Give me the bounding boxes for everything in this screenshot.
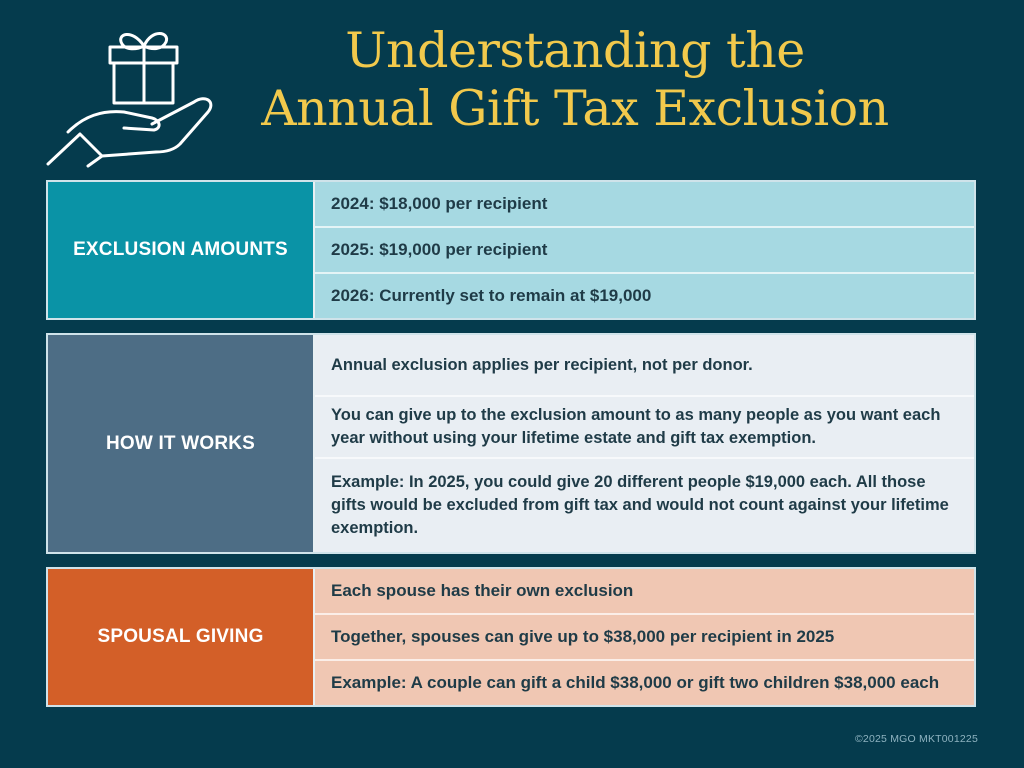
table-row: Each spouse has their own exclusion <box>331 581 634 600</box>
how-it-works-section: HOW IT WORKS Annual exclusion applies pe… <box>46 333 976 554</box>
table-row: You can give up to the exclusion amount … <box>315 395 974 457</box>
table-row: 2026: Currently set to remain at $19,000 <box>315 272 974 318</box>
spousal-giving-section: SPOUSAL GIVING Each spouse has their own… <box>46 567 976 707</box>
table-row: 2025: $19,000 per recipient <box>315 226 974 272</box>
title-line-1: Understanding the <box>345 22 805 79</box>
title-line-2: Annual Gift Tax Exclusion <box>261 80 889 137</box>
section-label: HOW IT WORKS <box>48 335 315 552</box>
exclusion-amounts-section: EXCLUSION AMOUNTS 2024: $18,000 per reci… <box>46 180 976 320</box>
section-rows: Each spouse has their own exclusion Toge… <box>315 569 974 705</box>
copyright-footer: ©2025 MGO MKT001225 <box>854 733 978 745</box>
table-row: 2024: $18,000 per recipient <box>331 194 548 213</box>
table-row: Annual exclusion applies per recipient, … <box>331 355 753 374</box>
page-title: Understanding the Annual Gift Tax Exclus… <box>230 22 920 138</box>
table-row: Example: A couple can gift a child $38,0… <box>315 659 974 705</box>
table-row: Example: In 2025, you could give 20 diff… <box>315 457 974 552</box>
section-rows: Annual exclusion applies per recipient, … <box>315 335 974 552</box>
section-rows: 2024: $18,000 per recipient 2025: $19,00… <box>315 182 974 318</box>
section-label: EXCLUSION AMOUNTS <box>48 182 315 318</box>
gift-in-hand-icon <box>40 14 225 174</box>
section-label: SPOUSAL GIVING <box>48 569 315 705</box>
table-row: Together, spouses can give up to $38,000… <box>315 613 974 659</box>
